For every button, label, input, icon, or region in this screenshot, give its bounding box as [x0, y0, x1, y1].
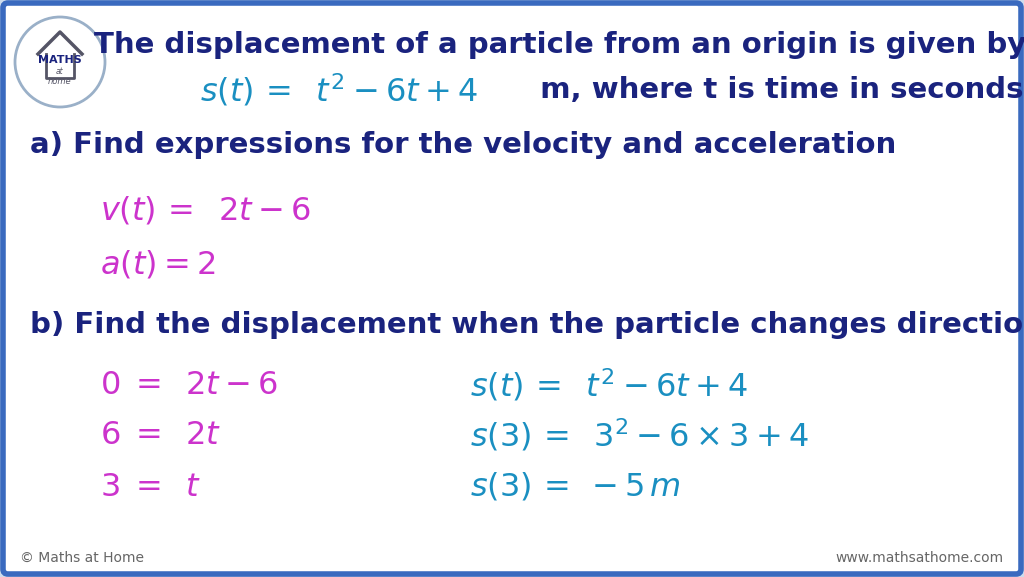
Text: b) Find the displacement when the particle changes direction: b) Find the displacement when the partic…	[30, 311, 1024, 339]
Text: MATHS: MATHS	[38, 55, 82, 65]
Text: $s(3)\,=\;-5\,m$: $s(3)\,=\;-5\,m$	[470, 471, 681, 503]
Text: $s(3)\,=\;\;3^2-6\times3+4$: $s(3)\,=\;\;3^2-6\times3+4$	[470, 417, 809, 454]
Text: $a(t)=2$: $a(t)=2$	[100, 249, 216, 281]
Text: The displacement of a particle from an origin is given by: The displacement of a particle from an o…	[94, 31, 1024, 59]
Text: © Maths at Home: © Maths at Home	[20, 551, 144, 565]
Text: $v(t)\,=\;\;2t-6$: $v(t)\,=\;\;2t-6$	[100, 194, 311, 226]
Text: $6\;=\;\;2t$: $6\;=\;\;2t$	[100, 419, 221, 451]
Circle shape	[15, 17, 105, 107]
Text: $0\;=\;\;2t-6$: $0\;=\;\;2t-6$	[100, 369, 279, 400]
Text: www.mathsathome.com: www.mathsathome.com	[836, 551, 1004, 565]
Text: $s(t)\,=\;\;t^2-6t+4$: $s(t)\,=\;\;t^2-6t+4$	[470, 366, 748, 403]
Text: a) Find expressions for the velocity and acceleration: a) Find expressions for the velocity and…	[30, 131, 896, 159]
Text: at: at	[56, 68, 63, 77]
Text: $3\;=\;\;t$: $3\;=\;\;t$	[100, 471, 201, 503]
Text: m, where t is time in seconds.: m, where t is time in seconds.	[520, 76, 1024, 104]
Text: home: home	[48, 77, 72, 87]
Text: $s(t)\,=\;\;t^2-6t+4$: $s(t)\,=\;\;t^2-6t+4$	[200, 72, 478, 108]
FancyBboxPatch shape	[3, 3, 1021, 574]
